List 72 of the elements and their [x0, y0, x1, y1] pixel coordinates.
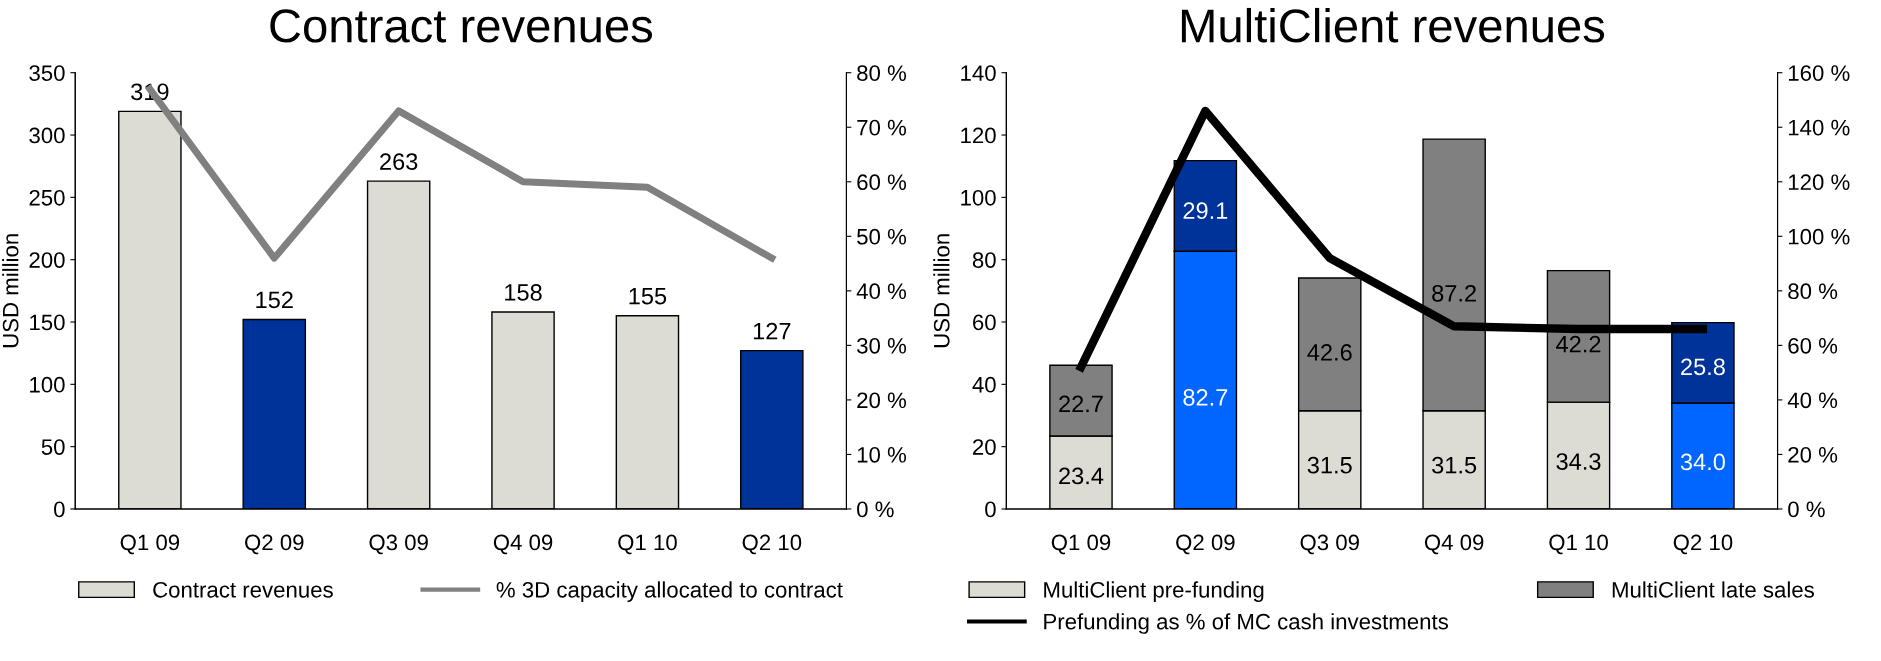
- data-label: 31.5: [1307, 456, 1352, 474]
- y2-tick-label: 140 %: [1788, 119, 1850, 136]
- y2-tick-label: 80 %: [857, 65, 907, 81]
- data-label: 42.6: [1307, 344, 1352, 361]
- data-label: 29.1: [1183, 202, 1228, 220]
- y-tick-label: 300: [29, 127, 65, 144]
- data-label: 22.7: [1059, 395, 1103, 413]
- data-label: 152: [256, 291, 293, 309]
- y2-tick-label: 70 %: [857, 119, 907, 136]
- data-label: 155: [629, 288, 667, 305]
- legend-label: Prefunding as % of MC cash investments: [1044, 613, 1448, 634]
- x-tick-label: Q2 09: [245, 534, 304, 555]
- x-tick-label: Q4 09: [493, 534, 553, 555]
- data-label: 34.0: [1680, 453, 1725, 471]
- y-tick-label: 100: [961, 189, 996, 206]
- x-tick-label: Q2 10: [742, 534, 802, 555]
- y-tick-label: 150: [30, 314, 65, 331]
- data-label: 23.4: [1059, 467, 1104, 485]
- y-tick-label: 0: [54, 501, 65, 518]
- y-axis-title: USD million: [2, 234, 19, 348]
- y-tick-label: 250: [29, 189, 65, 206]
- y2-tick-label: 100 %: [1788, 228, 1850, 245]
- x-tick-label: Q4 09: [1424, 534, 1484, 555]
- y2-tick-label: 60 %: [1788, 337, 1838, 354]
- data-label: 31.5: [1432, 456, 1477, 474]
- x-tick-label: Q1 09: [120, 534, 180, 555]
- data-label: 87.2: [1432, 284, 1476, 302]
- data-label: 34.3: [1556, 453, 1601, 470]
- y-tick-label: 140: [961, 65, 996, 81]
- y2-tick-label: 40 %: [856, 283, 907, 300]
- x-tick-label: Q1 10: [1549, 534, 1608, 555]
- y2-tick-label: 160 %: [1788, 65, 1850, 81]
- x-tick-label: Q3 09: [1300, 534, 1359, 555]
- chart-title: Contract revenues: [270, 9, 653, 43]
- y-tick-label: 20: [973, 439, 996, 455]
- x-tick-label: Q2 10: [1673, 534, 1733, 555]
- chart-title: MultiClient revenues: [1181, 7, 1605, 43]
- y2-tick-label: 0 %: [1788, 501, 1825, 518]
- legend-label: MultiClient late sales: [1612, 581, 1814, 598]
- legend-label: Contract revenues: [153, 581, 333, 598]
- y-tick-label: 350: [29, 65, 65, 81]
- data-label: 25.8: [1681, 358, 1725, 376]
- x-tick-label: Q1 10: [618, 534, 677, 555]
- data-label: 42.2: [1556, 335, 1601, 353]
- y-tick-label: 40: [972, 376, 996, 393]
- y-tick-label: 80: [972, 252, 996, 268]
- y2-tick-label: 40 %: [1787, 392, 1838, 409]
- y2-tick-label: 50 %: [857, 228, 907, 245]
- y-tick-label: 0: [985, 501, 996, 518]
- y-axis-title: USD million: [933, 234, 950, 348]
- y2-tick-label: 80 %: [1788, 283, 1838, 300]
- data-label: 82.7: [1183, 389, 1228, 406]
- legend-label: % 3D capacity allocated to contract: [496, 581, 843, 603]
- y2-tick-label: 0 %: [857, 501, 894, 518]
- x-tick-label: Q1 09: [1051, 534, 1111, 555]
- y2-tick-label: 20 %: [857, 392, 907, 409]
- y2-tick-label: 30 %: [857, 337, 907, 354]
- data-label: 127: [753, 322, 791, 340]
- data-label: 158: [505, 284, 542, 301]
- x-tick-label: Q2 09: [1176, 534, 1235, 555]
- y-tick-label: 120: [961, 127, 996, 144]
- y2-tick-label: 120 %: [1788, 174, 1850, 191]
- y2-tick-label: 10 %: [857, 446, 907, 463]
- legend-label: MultiClient pre-funding: [1044, 581, 1264, 603]
- data-label: 263: [380, 153, 418, 170]
- y2-tick-label: 60 %: [857, 174, 907, 191]
- y-tick-label: 50: [41, 439, 65, 455]
- y-tick-label: 60: [973, 314, 996, 331]
- y-tick-label: 100: [30, 376, 65, 393]
- x-tick-label: Q3 09: [369, 534, 428, 555]
- y2-tick-label: 20 %: [1788, 446, 1838, 463]
- y-tick-label: 200: [29, 252, 65, 268]
